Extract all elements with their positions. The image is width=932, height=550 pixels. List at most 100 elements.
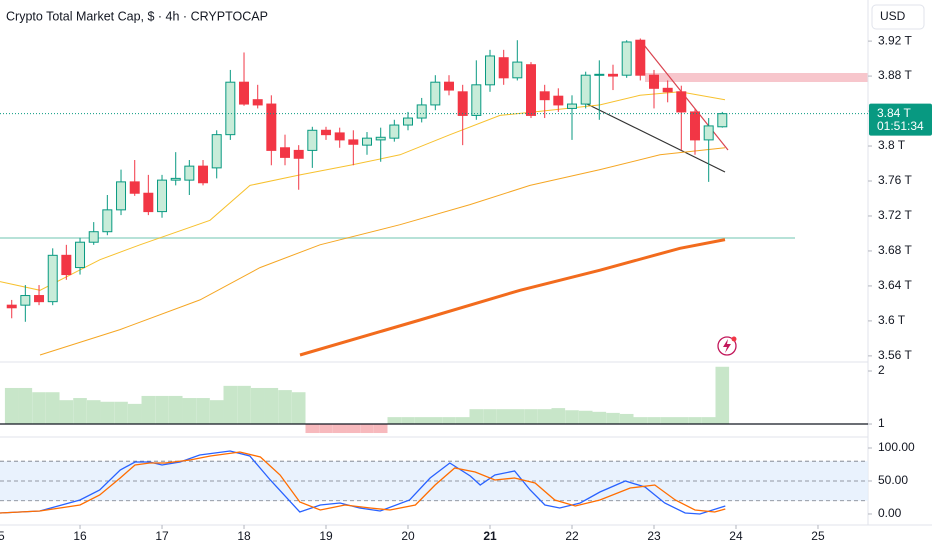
candle-body [526,64,536,116]
histogram-bar [278,390,292,425]
candle-body [321,129,332,136]
histogram-bar [510,409,525,425]
candle-body [662,87,673,93]
candle-body [20,295,31,306]
candle-body [471,84,482,116]
candle-body [580,74,591,105]
candle [239,52,250,106]
candle-body [512,61,523,79]
candle-body [635,39,646,76]
candle-body [348,139,359,145]
candle [143,174,154,216]
candle [129,160,140,196]
histogram-bar [305,424,320,434]
candle [321,126,332,140]
candle [375,127,386,162]
histogram-bar [32,392,46,425]
candle [635,38,646,81]
histogram-bar [141,395,156,425]
candle-body [334,132,345,141]
candle-body [266,103,277,151]
histogram-bar [18,387,33,425]
alert-icon[interactable] [717,336,737,356]
candle-body [498,57,509,79]
x-tick-label: 20 [401,529,415,543]
histogram-bar [469,409,484,425]
histogram-bar [196,398,210,425]
candle [102,194,113,236]
histogram-bar [264,387,279,425]
histogram-bar [250,387,265,425]
histogram-bar [524,409,538,425]
x-tick-label: 17 [155,529,169,543]
histogram-bar [414,417,429,425]
candle [47,248,58,306]
candle [88,222,99,245]
candle [252,84,263,109]
histogram-bar [100,401,115,425]
x-tick-label: 16 [73,529,87,543]
histogram-bar [45,392,60,425]
x-tick-label: 23 [647,529,661,543]
candle-body [553,95,564,106]
candle-body [47,254,58,303]
candle-body [444,81,454,91]
candle-body [457,91,468,116]
histogram-bar [346,424,361,434]
candle-body [567,103,577,109]
trend-line [584,102,726,173]
x-tick-label: 21 [483,529,497,543]
histogram-bar [223,385,238,425]
histogram-bar [86,400,101,425]
candle [526,62,536,119]
candle [6,299,17,319]
candle-body [375,136,386,141]
currency-box[interactable] [871,4,925,30]
candle [266,95,277,166]
histogram-bar [373,424,388,434]
candle [717,111,728,128]
candle [649,69,659,109]
histogram-bar [155,395,169,425]
candle-body [116,181,127,211]
histogram-bar [674,417,689,425]
candle-body [252,99,263,106]
price-label-box [869,103,932,136]
candle-body [594,73,605,76]
y-tick-label: 100.00 [878,440,915,454]
histogram-bar [551,408,566,425]
histogram-bar [660,417,675,425]
histogram-bar [319,424,333,434]
candle [553,88,564,112]
alert-dot [731,336,737,342]
candle-body [416,104,427,119]
candle-body [676,91,687,113]
countdown: 01:51:34 [877,119,924,133]
histogram-bar [578,410,593,425]
candle [444,75,454,96]
histogram-bar [168,395,183,425]
y-tick-label: 3.6 T [878,313,906,327]
candle-body [649,74,659,89]
y-tick-label: 3.56 T [878,348,912,362]
candle-body [184,165,195,181]
currency[interactable]: USD [880,9,906,23]
moving-average [39,147,726,356]
candle-body [225,81,236,136]
candle [75,237,86,275]
moving-average [0,91,726,291]
candle-body [403,117,413,126]
y-tick-label: 3.64 T [878,278,912,292]
candle [676,85,687,151]
histogram-bar [701,417,716,425]
histogram-bar [483,409,497,425]
candle [293,145,304,190]
candle-body [485,55,495,86]
candle [348,130,359,166]
histogram-bar [4,387,19,425]
resistance-zone [645,73,868,82]
candle [512,40,523,81]
histogram-bar [114,401,128,425]
alert-bolt[interactable] [723,339,731,353]
histogram-bar [442,417,456,425]
